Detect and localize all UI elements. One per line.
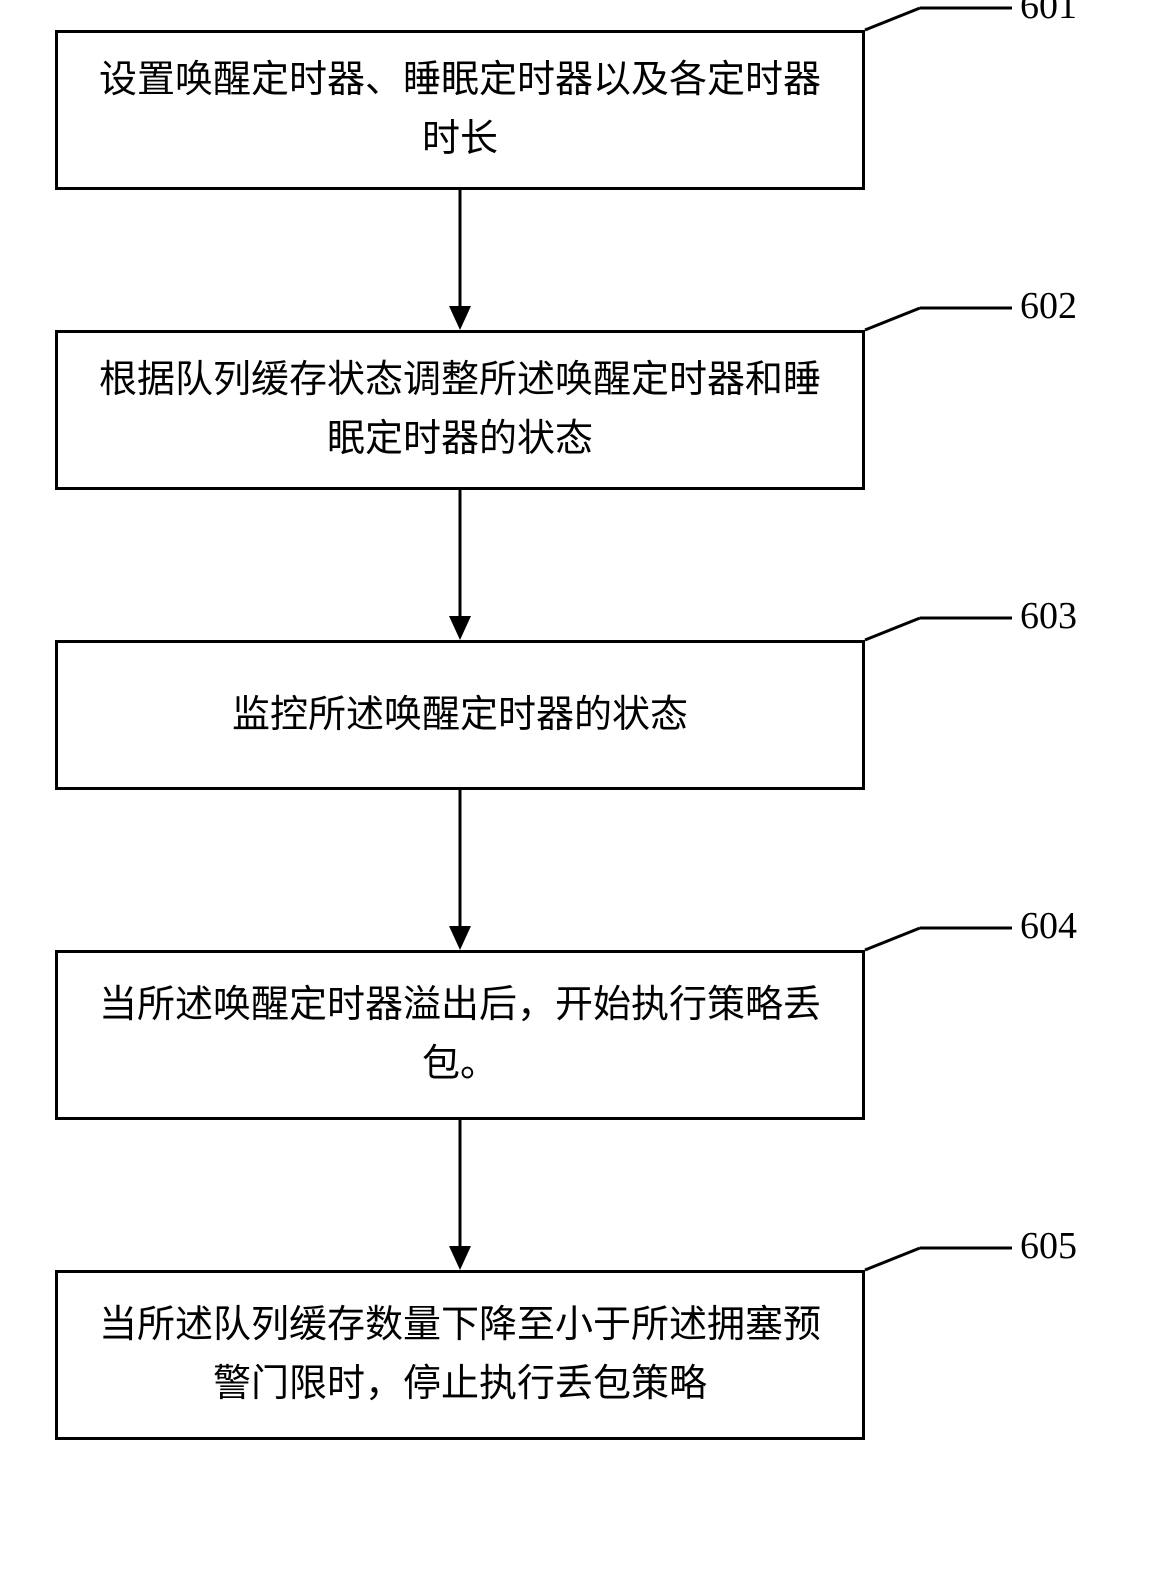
step-label: 601	[1020, 0, 1077, 28]
flow-node: 当所述唤醒定时器溢出后，开始执行策略丢包。	[55, 950, 865, 1120]
flow-node-text: 当所述队列缓存数量下降至小于所述拥塞预警门限时，停止执行丢包策略	[88, 1296, 832, 1414]
step-label: 605	[1020, 1224, 1077, 1268]
flow-node-text: 根据队列缓存状态调整所述唤醒定时器和睡眠定时器的状态	[88, 351, 832, 469]
flow-node: 监控所述唤醒定时器的状态	[55, 640, 865, 790]
flow-node-text: 设置唤醒定时器、睡眠定时器以及各定时器时长	[88, 51, 832, 169]
step-label: 602	[1020, 284, 1077, 328]
flow-node-text: 监控所述唤醒定时器的状态	[232, 686, 688, 745]
flow-node: 当所述队列缓存数量下降至小于所述拥塞预警门限时，停止执行丢包策略	[55, 1270, 865, 1440]
flow-node: 设置唤醒定时器、睡眠定时器以及各定时器时长	[55, 30, 865, 190]
flow-node: 根据队列缓存状态调整所述唤醒定时器和睡眠定时器的状态	[55, 330, 865, 490]
flow-node-text: 当所述唤醒定时器溢出后，开始执行策略丢包。	[88, 976, 832, 1094]
step-label: 603	[1020, 594, 1077, 638]
step-label: 604	[1020, 904, 1077, 948]
